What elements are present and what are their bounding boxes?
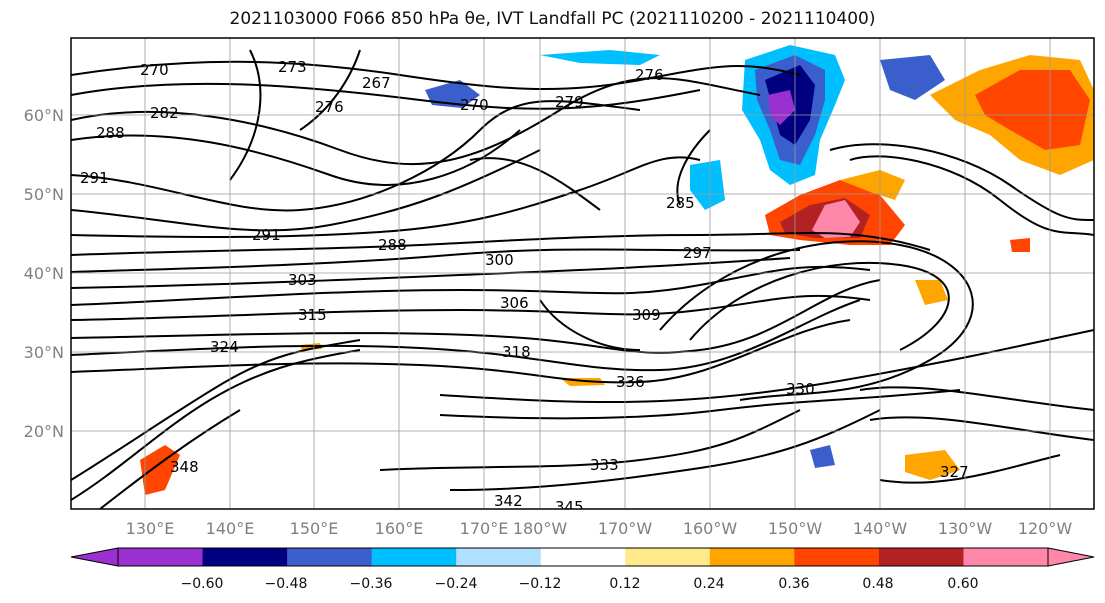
contour-label: 348: [170, 458, 199, 476]
negative-anomaly-canada-blue: [880, 55, 945, 100]
lon-tick-label: 150°E: [290, 519, 339, 538]
negative-anomaly-alaska-center: [768, 90, 795, 125]
contour-label: 318: [502, 343, 531, 361]
colorbar-segment: [709, 548, 795, 566]
contour-label: 306: [500, 294, 529, 312]
colorbar-segment: [118, 548, 204, 566]
lon-tick-label: 140°E: [206, 519, 255, 538]
colorbar-extend-min: [70, 547, 119, 567]
contour-label: 270: [460, 96, 489, 114]
contour-label: 315: [298, 306, 327, 324]
colorbar-ticks: −0.60 −0.48 −0.36 −0.24 −0.12 0.12 0.24 …: [181, 576, 979, 592]
lon-tick-label: 130°W: [938, 519, 993, 538]
negative-anomaly-aleutian: [690, 160, 725, 210]
lat-tick-label: 20°N: [24, 422, 64, 441]
contour-label: 303: [288, 271, 317, 289]
contour-label: 291: [252, 226, 281, 244]
contour-label: 276: [315, 98, 344, 116]
contour-label: 300: [485, 251, 514, 269]
contour-label: 330: [786, 380, 815, 398]
map-frame: [70, 37, 1095, 510]
colorbar-outline: [117, 547, 1049, 567]
lon-axis: 130°E 140°E 150°E 160°E 170°E 180°W 170°…: [126, 519, 1073, 538]
lat-tick-label: 40°N: [24, 264, 64, 283]
contour-label: 270: [140, 61, 169, 79]
colorbar-tick-label: −0.24: [435, 576, 478, 592]
lon-tick-label: 120°W: [1018, 519, 1073, 538]
colorbar-segment: [540, 548, 626, 566]
contour-label: 342: [494, 492, 523, 510]
negative-anomaly-okhotsk: [425, 80, 480, 108]
anomaly-shading: [140, 45, 1094, 495]
contour-label: 288: [378, 236, 407, 254]
colorbar-segment: [456, 548, 542, 566]
contour-label: 327: [940, 463, 969, 481]
contour-label: 333: [590, 456, 619, 474]
contour-label: 273: [278, 58, 307, 76]
colorbar-tick-label: 0.60: [947, 576, 978, 592]
contour-label: 345: [555, 498, 584, 516]
contour-label: 267: [362, 74, 391, 92]
colorbar-segment: [794, 548, 880, 566]
negative-anomaly-bering: [540, 50, 660, 65]
lat-tick-label: 30°N: [24, 343, 64, 362]
contour-label: 336: [616, 373, 645, 391]
positive-anomaly-small-3: [905, 450, 960, 480]
colorbar-tick-label: −0.36: [350, 576, 393, 592]
contour-label: 276: [635, 66, 664, 84]
colorbar-segment: [878, 548, 964, 566]
colorbar-extend-max: [1047, 547, 1095, 567]
lon-tick-label: 160°W: [683, 519, 738, 538]
lon-tick-label: 130°E: [126, 519, 175, 538]
colorbar-segment: [625, 548, 711, 566]
colorbar-tick-label: 0.48: [862, 576, 893, 592]
colorbar-tick-label: −0.48: [265, 576, 308, 592]
lat-tick-label: 50°N: [24, 185, 64, 204]
positive-anomaly-rim: [840, 170, 905, 200]
contour-label: 291: [80, 169, 109, 187]
colorbar-segment: [963, 548, 1049, 566]
positive-anomaly-gulf-peak: [812, 200, 860, 238]
contour-label: 279: [555, 93, 584, 111]
graticule: [71, 38, 1094, 509]
colorbar: [70, 547, 1095, 567]
contour-labels: 270 273 267 282 288 291 279 276 270 276 …: [80, 58, 969, 516]
negative-anomaly-small-1: [810, 445, 835, 468]
lat-axis: 60°N 50°N 40°N 30°N 20°N: [24, 106, 64, 441]
lon-tick-label: 140°W: [853, 519, 908, 538]
contour-label: 282: [150, 104, 179, 122]
colorbar-tick-label: −0.60: [181, 576, 224, 592]
positive-anomaly-small-2: [915, 280, 948, 305]
contour-label: 288: [96, 124, 125, 142]
lon-tick-label: 170°E: [460, 519, 509, 538]
colorbar-tick-label: 0.12: [609, 576, 640, 592]
contour-label: 309: [632, 306, 661, 324]
contour-label: 324: [210, 338, 239, 356]
lon-tick-label: 150°W: [768, 519, 823, 538]
plot-title: 2021103000 F066 850 hPa θe, IVT Landfall…: [229, 9, 876, 29]
lon-tick-label: 180°W: [513, 519, 568, 538]
contour-label: 285: [666, 194, 695, 212]
colorbar-tick-label: 0.36: [778, 576, 809, 592]
colorbar-segment: [202, 548, 288, 566]
colorbar-tick-label: −0.12: [519, 576, 562, 592]
colorbar-segment: [371, 548, 457, 566]
lon-tick-label: 160°E: [375, 519, 424, 538]
lon-tick-label: 170°W: [598, 519, 653, 538]
colorbar-tick-label: 0.24: [693, 576, 724, 592]
colorbar-segment: [287, 548, 373, 566]
positive-anomaly-canada-core: [975, 70, 1090, 150]
contour-label: 297: [683, 244, 712, 262]
lat-tick-label: 60°N: [24, 106, 64, 125]
positive-anomaly-subtropic-w: [140, 445, 180, 495]
positive-anomaly-small-5: [1010, 238, 1030, 252]
map-frame-bg: [71, 38, 1094, 509]
